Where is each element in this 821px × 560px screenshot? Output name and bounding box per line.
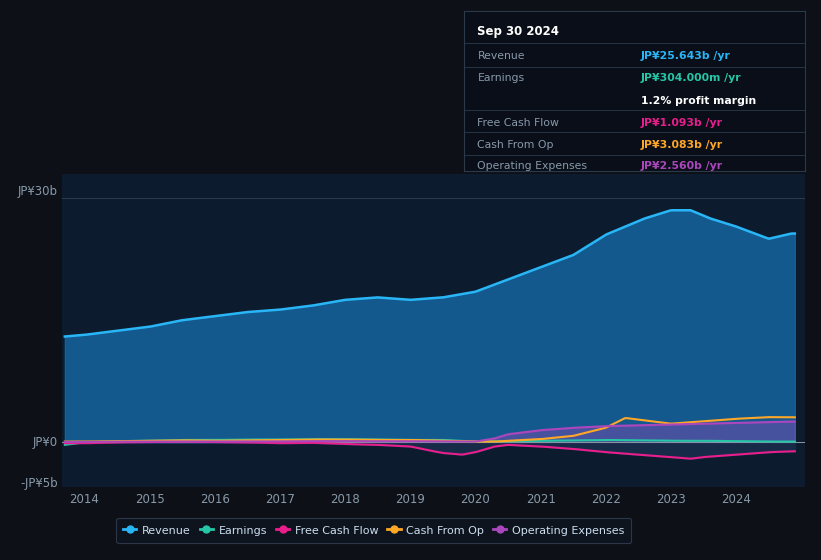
Text: JP¥25.643b /yr: JP¥25.643b /yr — [641, 51, 731, 61]
Text: JP¥0: JP¥0 — [33, 436, 57, 449]
Text: Free Cash Flow: Free Cash Flow — [478, 118, 559, 128]
Text: Earnings: Earnings — [478, 73, 525, 83]
Text: JP¥30b: JP¥30b — [18, 185, 57, 198]
Text: JP¥2.560b /yr: JP¥2.560b /yr — [641, 161, 723, 171]
Text: Operating Expenses: Operating Expenses — [478, 161, 588, 171]
Text: Cash From Op: Cash From Op — [478, 140, 554, 150]
Text: Sep 30 2024: Sep 30 2024 — [478, 25, 559, 39]
Text: JP¥304.000m /yr: JP¥304.000m /yr — [641, 73, 741, 83]
Text: Revenue: Revenue — [478, 51, 525, 61]
Legend: Revenue, Earnings, Free Cash Flow, Cash From Op, Operating Expenses: Revenue, Earnings, Free Cash Flow, Cash … — [117, 518, 631, 543]
Text: 1.2% profit margin: 1.2% profit margin — [641, 96, 756, 106]
Text: -JP¥5b: -JP¥5b — [21, 477, 57, 489]
Text: JP¥1.093b /yr: JP¥1.093b /yr — [641, 118, 723, 128]
Text: JP¥3.083b /yr: JP¥3.083b /yr — [641, 140, 723, 150]
